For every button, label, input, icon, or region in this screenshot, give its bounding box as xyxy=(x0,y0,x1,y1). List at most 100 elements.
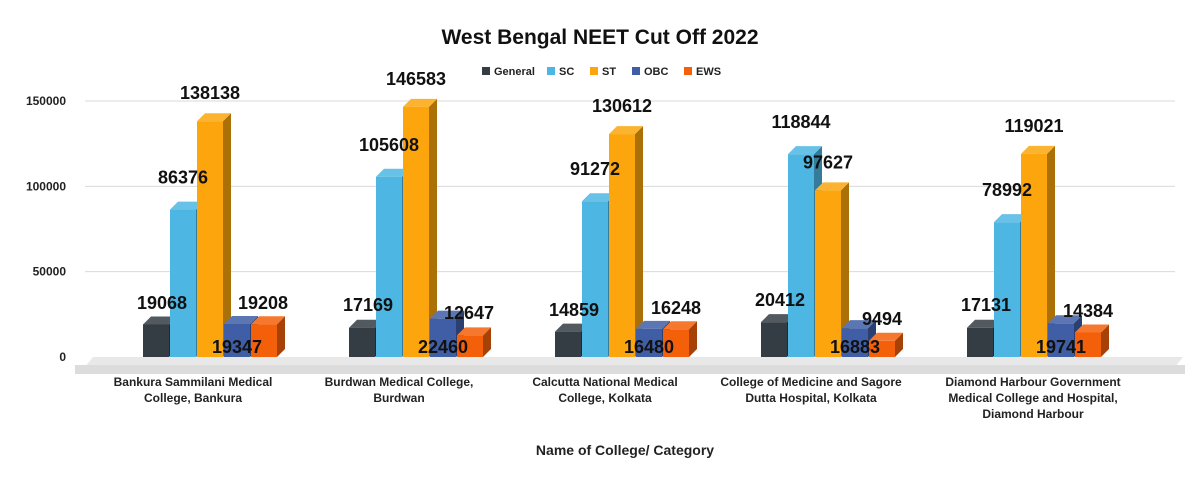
legend-item-st: ST xyxy=(590,66,616,78)
bar-top xyxy=(349,319,383,328)
floor-top xyxy=(85,357,1183,367)
bar-front xyxy=(967,327,993,357)
bar-front xyxy=(376,176,402,357)
bar-side xyxy=(1047,145,1055,357)
legend-swatch xyxy=(482,67,490,75)
data-label-obc-2: 22460 xyxy=(418,337,468,357)
data-label-ews-1: 19208 xyxy=(238,293,288,313)
x-tick-label-3: Calcutta National Medical College, Kolkat… xyxy=(532,375,677,405)
data-label-obc-3: 16480 xyxy=(624,337,674,357)
bar-top xyxy=(788,146,822,155)
bar-front xyxy=(430,318,456,357)
bar-front xyxy=(143,324,169,357)
bar-top xyxy=(430,310,464,319)
bar-front xyxy=(1075,332,1101,357)
bar-front xyxy=(663,329,689,357)
bar-top xyxy=(224,315,258,324)
chart-floor xyxy=(75,357,1185,374)
bar-top xyxy=(1021,145,1055,154)
bar-front xyxy=(170,209,196,357)
x-tick-line: Burdwan Medical College, xyxy=(325,375,474,389)
bar-top xyxy=(1048,315,1082,324)
data-label-ews-2: 12647 xyxy=(444,303,494,323)
data-label-obc-1: 19347 xyxy=(212,337,262,357)
x-tick-line: Medical College and Hospital, xyxy=(948,391,1117,405)
data-label-st-5: 119021 xyxy=(1004,116,1063,136)
legend-label: SC xyxy=(559,66,574,78)
legend-swatch xyxy=(590,67,598,75)
data-label-ews-4: 9494 xyxy=(862,309,902,329)
bar-top xyxy=(143,316,177,325)
bar-ews-3 xyxy=(663,321,697,357)
y-tick-label: 100000 xyxy=(26,179,66,193)
legend-item-general: General xyxy=(482,66,535,78)
legend-label: ST xyxy=(602,66,616,78)
legend-item-ews: EWS xyxy=(684,66,721,78)
bar-st-5 xyxy=(1021,145,1055,357)
x-tick-line: Diamond Harbour xyxy=(982,407,1084,421)
legend-swatch xyxy=(632,67,640,75)
bar-front xyxy=(815,190,841,357)
data-label-general-5: 17131 xyxy=(961,295,1011,315)
x-tick-line: College, Bankura xyxy=(144,391,242,405)
bar-top xyxy=(663,321,697,330)
bar-front xyxy=(788,154,814,357)
bar-front xyxy=(403,106,429,357)
bar-side xyxy=(841,182,849,357)
bar-st-4 xyxy=(815,182,849,357)
data-label-general-3: 14859 xyxy=(549,300,599,320)
data-label-general-1: 19068 xyxy=(137,293,187,313)
bar-ews-2 xyxy=(457,327,491,357)
data-label-obc-5: 19741 xyxy=(1036,337,1086,357)
bar-st-2 xyxy=(403,98,437,358)
bar-side xyxy=(483,327,491,357)
data-label-sc-2: 105608 xyxy=(359,135,419,155)
x-tick-line: Dutta Hospital, Kolkata xyxy=(745,391,877,405)
bar-front xyxy=(1021,153,1047,357)
bar-ews-5 xyxy=(1075,324,1109,357)
bar-top xyxy=(869,332,903,341)
x-axis-label: Name of College/ Category xyxy=(536,442,714,458)
data-label-sc-3: 91272 xyxy=(570,159,620,179)
x-tick-label-1: Bankura Sammilani Medical College, Bankur… xyxy=(114,375,273,405)
bar-front xyxy=(994,222,1020,357)
data-label-ews-3: 16248 xyxy=(651,298,701,318)
bar-top xyxy=(170,201,204,210)
y-axis: 0 50000 100000 150000 xyxy=(26,94,66,364)
bar-side xyxy=(1101,324,1109,357)
x-tick-label-4: College of Medicine and Sagore Dutta Hosp… xyxy=(720,375,902,405)
y-tick-label: 0 xyxy=(59,350,66,364)
bar-top xyxy=(609,126,643,135)
legend-item-obc: OBC xyxy=(632,66,669,78)
bar-front xyxy=(555,331,581,357)
floor-front xyxy=(75,365,1185,374)
bar-front xyxy=(1048,323,1074,357)
x-tick-label-2: Burdwan Medical College, Burdwan xyxy=(325,375,474,405)
bar-top xyxy=(197,113,231,122)
bar-front xyxy=(636,328,662,357)
x-axis: Bankura Sammilani Medical College, Bankur… xyxy=(114,375,1121,421)
data-label-obc-4: 16883 xyxy=(830,337,880,357)
legend-label: OBC xyxy=(644,66,669,78)
bar-top xyxy=(457,327,491,336)
legend-swatch xyxy=(547,67,555,75)
bar-top xyxy=(555,323,589,332)
bar-front xyxy=(869,340,895,357)
data-label-ews-5: 14384 xyxy=(1063,301,1113,321)
bar-st-1 xyxy=(197,113,231,357)
chart-title: West Bengal NEET Cut Off 2022 xyxy=(441,26,758,49)
bar-front xyxy=(761,322,787,357)
bar-front xyxy=(224,323,250,357)
bar-front xyxy=(251,324,277,357)
bar-front xyxy=(609,134,635,357)
x-tick-line: Calcutta National Medical xyxy=(532,375,677,389)
bar-top xyxy=(967,319,1001,328)
y-tick-label: 150000 xyxy=(26,94,66,108)
bar-top xyxy=(582,193,616,202)
x-tick-line: Burdwan xyxy=(373,391,424,405)
bar-front xyxy=(842,328,868,357)
bar-front xyxy=(349,327,375,357)
x-tick-line: College, Kolkata xyxy=(558,391,652,405)
bar-side xyxy=(635,126,643,357)
